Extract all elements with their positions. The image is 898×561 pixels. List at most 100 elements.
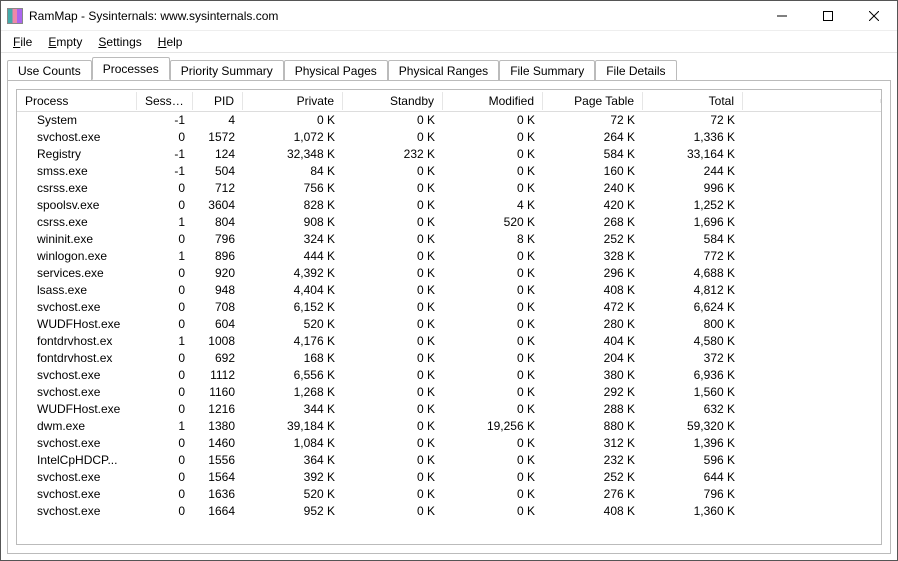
table-row[interactable]: System-140 K0 K0 K72 K72 K: [17, 112, 881, 129]
cell-session: -1: [137, 163, 193, 180]
cell-modified: 0 K: [443, 316, 543, 333]
table-row[interactable]: dwm.exe1138039,184 K0 K19,256 K880 K59,3…: [17, 418, 881, 435]
col-header-total[interactable]: Total: [643, 92, 743, 110]
cell-session: 0: [137, 299, 193, 316]
tab-file-summary[interactable]: File Summary: [499, 60, 595, 81]
menu-empty[interactable]: Empty: [40, 33, 90, 51]
tab-file-details[interactable]: File Details: [595, 60, 676, 81]
maximize-button[interactable]: [805, 1, 851, 30]
cell-private: 6,556 K: [243, 367, 343, 384]
table-row[interactable]: IntelCpHDCP...01556364 K0 K0 K232 K596 K: [17, 452, 881, 469]
close-button[interactable]: [851, 1, 897, 30]
cell-pagetable: 72 K: [543, 112, 643, 129]
menu-bar: File Empty Settings Help: [1, 31, 897, 53]
cell-pid: 1460: [193, 435, 243, 452]
cell-standby: 0 K: [343, 299, 443, 316]
title-bar: RamMap - Sysinternals: www.sysinternals.…: [1, 1, 897, 31]
cell-pid: 504: [193, 163, 243, 180]
table-row[interactable]: services.exe09204,392 K0 K0 K296 K4,688 …: [17, 265, 881, 282]
col-header-pid[interactable]: PID: [193, 92, 243, 110]
cell-private: 1,072 K: [243, 129, 343, 146]
table-row[interactable]: svchost.exe01636520 K0 K0 K276 K796 K: [17, 486, 881, 503]
col-header-session[interactable]: Session: [137, 92, 193, 110]
cell-pid: 124: [193, 146, 243, 163]
cell-standby: 0 K: [343, 401, 443, 418]
cell-process: fontdrvhost.ex: [17, 333, 137, 350]
minimize-icon: [777, 11, 787, 21]
cell-total: 72 K: [643, 112, 743, 129]
cell-pid: 796: [193, 231, 243, 248]
cell-pagetable: 312 K: [543, 435, 643, 452]
table-row[interactable]: svchost.exe014601,084 K0 K0 K312 K1,396 …: [17, 435, 881, 452]
table-row[interactable]: svchost.exe01564392 K0 K0 K252 K644 K: [17, 469, 881, 486]
cell-private: 39,184 K: [243, 418, 343, 435]
table-row[interactable]: lsass.exe09484,404 K0 K0 K408 K4,812 K: [17, 282, 881, 299]
cell-pagetable: 404 K: [543, 333, 643, 350]
cell-private: 0 K: [243, 112, 343, 129]
cell-total: 372 K: [643, 350, 743, 367]
cell-pagetable: 328 K: [543, 248, 643, 265]
table-row[interactable]: smss.exe-150484 K0 K0 K160 K244 K: [17, 163, 881, 180]
table-row[interactable]: csrss.exe0712756 K0 K0 K240 K996 K: [17, 180, 881, 197]
cell-session: 0: [137, 384, 193, 401]
table-row[interactable]: WUDFHost.exe0604520 K0 K0 K280 K800 K: [17, 316, 881, 333]
tab-physical-pages[interactable]: Physical Pages: [284, 60, 388, 81]
cell-modified: 0 K: [443, 248, 543, 265]
cell-pagetable: 276 K: [543, 486, 643, 503]
cell-process: spoolsv.exe: [17, 197, 137, 214]
table-row[interactable]: spoolsv.exe03604828 K0 K4 K420 K1,252 K: [17, 197, 881, 214]
tab-physical-ranges[interactable]: Physical Ranges: [388, 60, 499, 81]
cell-pagetable: 252 K: [543, 469, 643, 486]
table-row[interactable]: svchost.exe01664952 K0 K0 K408 K1,360 K: [17, 503, 881, 520]
window-title: RamMap - Sysinternals: www.sysinternals.…: [29, 9, 278, 23]
cell-modified: 0 K: [443, 265, 543, 282]
cell-standby: 0 K: [343, 163, 443, 180]
cell-pid: 1556: [193, 452, 243, 469]
cell-modified: 0 K: [443, 384, 543, 401]
cell-pagetable: 268 K: [543, 214, 643, 231]
app-window: RamMap - Sysinternals: www.sysinternals.…: [0, 0, 898, 561]
table-row[interactable]: winlogon.exe1896444 K0 K0 K328 K772 K: [17, 248, 881, 265]
col-header-private[interactable]: Private: [243, 92, 343, 110]
cell-pagetable: 292 K: [543, 384, 643, 401]
tab-processes[interactable]: Processes: [92, 57, 170, 80]
menu-help[interactable]: Help: [150, 33, 191, 51]
table-row[interactable]: wininit.exe0796324 K0 K8 K252 K584 K: [17, 231, 881, 248]
grid-body[interactable]: System-140 K0 K0 K72 K72 Ksvchost.exe015…: [17, 112, 881, 544]
tab-priority-summary[interactable]: Priority Summary: [170, 60, 284, 81]
cell-private: 952 K: [243, 503, 343, 520]
cell-total: 772 K: [643, 248, 743, 265]
cell-pagetable: 380 K: [543, 367, 643, 384]
table-row[interactable]: svchost.exe011126,556 K0 K0 K380 K6,936 …: [17, 367, 881, 384]
table-row[interactable]: fontdrvhost.ex110084,176 K0 K0 K404 K4,5…: [17, 333, 881, 350]
cell-private: 828 K: [243, 197, 343, 214]
table-row[interactable]: WUDFHost.exe01216344 K0 K0 K288 K632 K: [17, 401, 881, 418]
cell-private: 168 K: [243, 350, 343, 367]
cell-standby: 0 K: [343, 180, 443, 197]
cell-standby: 0 K: [343, 367, 443, 384]
cell-process: svchost.exe: [17, 469, 137, 486]
table-row[interactable]: fontdrvhost.ex0692168 K0 K0 K204 K372 K: [17, 350, 881, 367]
table-row[interactable]: svchost.exe011601,268 K0 K0 K292 K1,560 …: [17, 384, 881, 401]
menu-file[interactable]: File: [5, 33, 40, 51]
table-row[interactable]: svchost.exe07086,152 K0 K0 K472 K6,624 K: [17, 299, 881, 316]
table-row[interactable]: svchost.exe015721,072 K0 K0 K264 K1,336 …: [17, 129, 881, 146]
cell-process: lsass.exe: [17, 282, 137, 299]
cell-modified: 0 K: [443, 452, 543, 469]
col-header-pagetable[interactable]: Page Table: [543, 92, 643, 110]
col-header-process[interactable]: Process: [17, 92, 137, 110]
minimize-button[interactable]: [759, 1, 805, 30]
cell-session: 0: [137, 265, 193, 282]
cell-total: 4,688 K: [643, 265, 743, 282]
table-row[interactable]: csrss.exe1804908 K0 K520 K268 K1,696 K: [17, 214, 881, 231]
menu-settings[interactable]: Settings: [90, 33, 149, 51]
table-row[interactable]: Registry-112432,348 K232 K0 K584 K33,164…: [17, 146, 881, 163]
col-header-standby[interactable]: Standby: [343, 92, 443, 110]
cell-modified: 0 K: [443, 180, 543, 197]
tab-use-counts[interactable]: Use Counts: [7, 60, 92, 81]
col-header-modified[interactable]: Modified: [443, 92, 543, 110]
cell-private: 364 K: [243, 452, 343, 469]
cell-standby: 0 K: [343, 129, 443, 146]
cell-standby: 0 K: [343, 248, 443, 265]
cell-private: 4,176 K: [243, 333, 343, 350]
